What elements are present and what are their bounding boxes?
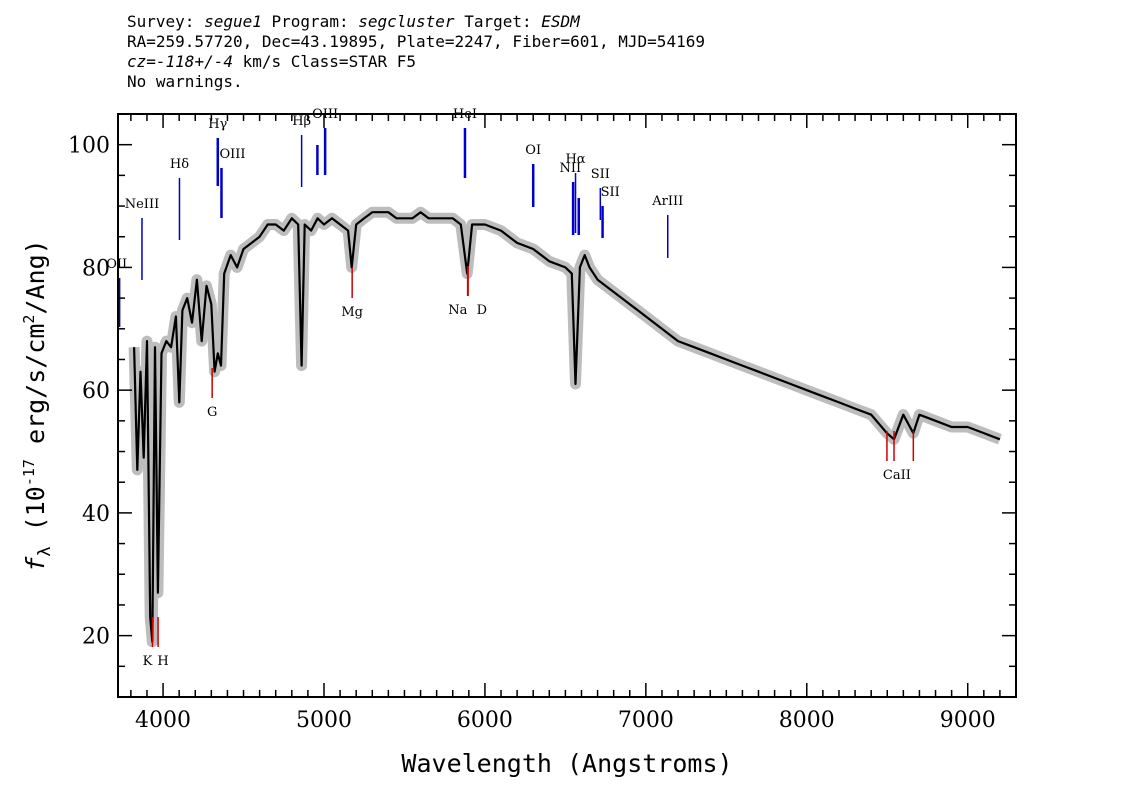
absorption-line-label: CaII [883, 468, 911, 483]
emission-line-label: Hβ [292, 114, 311, 129]
y-axis-title: fλ (10-17 erg/s/cm2/Ang) [20, 239, 55, 571]
class-text: km/s Class=STAR F5 [232, 52, 416, 71]
x-tick-label: 5000 [296, 708, 352, 733]
spectrum-header: Survey: segue1 Program: segcluster Targe… [127, 12, 705, 92]
y-tick-label: 80 [82, 256, 110, 281]
y-tick-label: 40 [82, 502, 110, 527]
target-label: Target: [464, 12, 532, 31]
emission-line-label: SII [591, 167, 610, 182]
emission-line-label: Hγ [208, 117, 227, 132]
emission-line-label: SII [601, 185, 620, 200]
absorption-line-label: D [477, 303, 487, 318]
flux-layer [133, 211, 1001, 643]
cz-label: cz= [127, 52, 156, 71]
emission-line-label: OIII [219, 147, 245, 162]
header-line-survey: Survey: segue1 Program: segcluster Targe… [127, 12, 705, 32]
emission-line-label: NeIII [125, 197, 159, 212]
y-tick-label: 100 [68, 134, 110, 159]
flux-line [133, 211, 1001, 643]
emission-line-label: OII [106, 257, 127, 272]
x-tick-label: 8000 [779, 708, 835, 733]
header-line-warnings: No warnings. [127, 72, 243, 91]
emission-line-label: Hα [565, 152, 585, 167]
emission-line-label: Hδ [170, 157, 189, 172]
x-tick-label: 6000 [457, 708, 513, 733]
emission-line-label: ArIII [651, 194, 683, 209]
x-axis-title: Wavelength (Angstroms) [401, 749, 732, 778]
tick-layer: 4000 5000 6000 7000 8000 9000 20 40 60 80 100 [68, 114, 1016, 733]
emission-line-label: OI [525, 143, 541, 158]
cz-value: -118+/-4 [155, 52, 233, 71]
target-value: ESDM [541, 12, 580, 31]
absorption-line-label: K [143, 654, 153, 669]
flux-error-band [128, 206, 1002, 648]
header-line-redshift: cz=-118+/-4 km/s Class=STAR F5 [127, 52, 705, 72]
y-axis-title-group: fλ (10-17 erg/s/cm2/Ang) [20, 239, 55, 571]
x-tick-label: 9000 [940, 708, 996, 733]
x-tick-label: 7000 [618, 708, 674, 733]
absorption-line-label: G [207, 405, 217, 420]
x-tick-label: 4000 [135, 708, 191, 733]
header-line-coordinates: RA=259.57720, Dec=43.19895, Plate=2247, … [127, 32, 705, 51]
plot-frame [117, 113, 1017, 698]
emission-line-label: NII [559, 161, 581, 176]
survey-label: Survey: [127, 12, 195, 31]
absorption-line-label: Mg [341, 305, 363, 320]
absorption-line-label: Na [448, 303, 467, 318]
program-value: segcluster [358, 12, 455, 31]
y-tick-label: 60 [82, 379, 110, 404]
program-label: Program: [271, 12, 349, 31]
error-band-layer [128, 206, 1002, 648]
survey-value: segue1 [204, 12, 262, 31]
absorption-line-label: H [157, 654, 168, 669]
y-tick-label: 20 [82, 625, 110, 650]
